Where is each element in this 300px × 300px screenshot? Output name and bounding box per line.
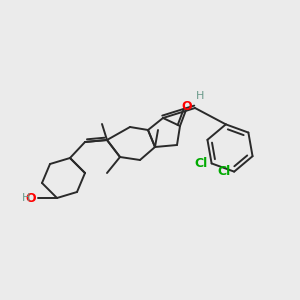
Text: H: H: [22, 193, 30, 203]
Text: Cl: Cl: [194, 157, 208, 170]
Text: H: H: [196, 91, 204, 101]
Text: Cl: Cl: [217, 165, 230, 178]
Text: O: O: [182, 100, 192, 113]
Text: O: O: [26, 191, 36, 205]
